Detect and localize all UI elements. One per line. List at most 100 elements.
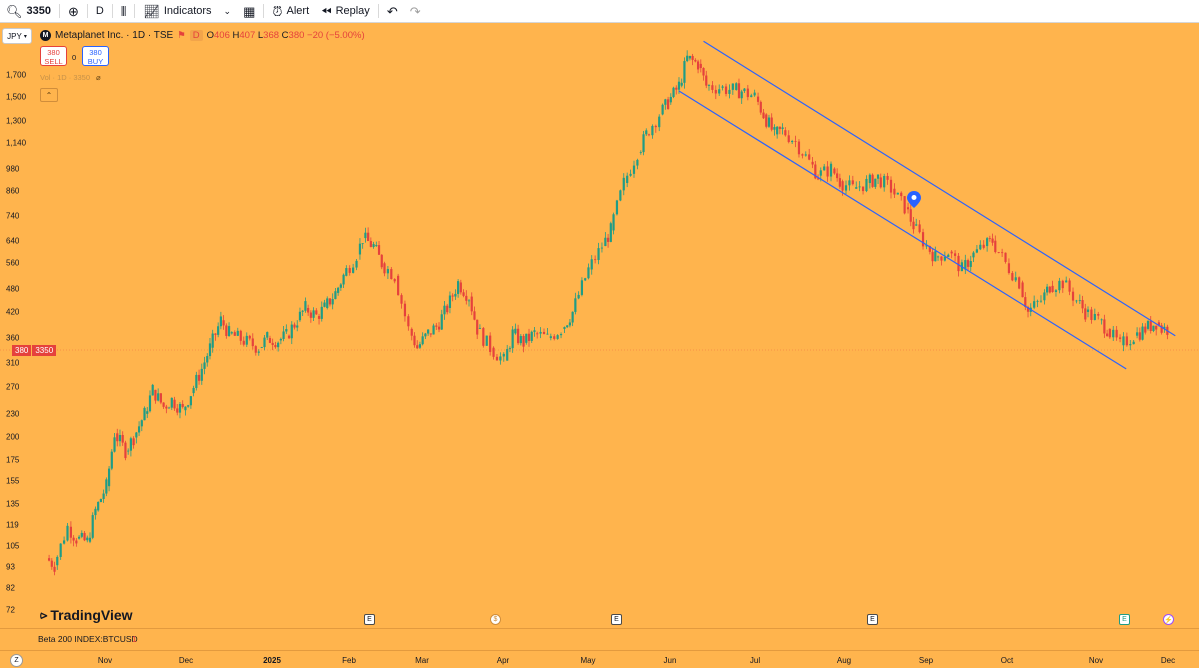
price-tick-label: 135 xyxy=(6,499,20,509)
rewind-icon: ⏪︎ xyxy=(321,3,332,19)
candle-body xyxy=(293,324,296,328)
time-tick-label: Dec xyxy=(1160,656,1176,665)
price-tick-label: 1,140 xyxy=(6,138,27,148)
divider xyxy=(134,4,136,18)
candle-body xyxy=(936,256,940,258)
candle-body xyxy=(1048,286,1051,293)
channel-line[interactable] xyxy=(703,40,1176,337)
candle-body xyxy=(390,269,393,280)
candle-body xyxy=(236,330,239,336)
compare-button[interactable]: ⊕ xyxy=(62,0,85,23)
earnings-event-icon[interactable]: E xyxy=(611,614,622,625)
dividend-event-icon[interactable]: $ xyxy=(490,614,501,625)
candle-body xyxy=(677,81,681,90)
earnings-event-icon[interactable]: E xyxy=(1119,614,1130,625)
candle-body xyxy=(539,331,542,334)
candle-body xyxy=(184,406,187,411)
last-price-symbol: 3350 xyxy=(32,345,57,356)
buy-button[interactable]: 380 BUY xyxy=(82,46,109,66)
price-tick-label: 640 xyxy=(6,236,20,246)
candle-body xyxy=(886,175,889,180)
candle-body xyxy=(1093,313,1096,320)
candle-body xyxy=(889,179,893,193)
candle-body xyxy=(903,196,906,214)
symbol-search[interactable]: 🔍︎ 3350 xyxy=(0,0,57,23)
currency-selector[interactable]: JPY ▾ xyxy=(2,28,32,44)
interval-button[interactable]: D xyxy=(90,0,110,23)
candle-body xyxy=(808,154,811,160)
replay-button[interactable]: ⏪︎ Replay xyxy=(315,0,376,23)
candle-body xyxy=(225,325,228,336)
candle-body xyxy=(928,246,931,252)
sell-button[interactable]: 380 SELL xyxy=(40,46,67,66)
candle-body xyxy=(337,287,340,293)
grid-icon: ▦ xyxy=(243,3,256,19)
earnings-event-icon[interactable]: E xyxy=(867,614,878,625)
candle-body xyxy=(383,263,386,274)
candle-body xyxy=(661,104,664,115)
candle-body xyxy=(797,141,801,155)
indicators-menu-button[interactable]: ⌄ xyxy=(218,0,238,23)
lightning-event-icon[interactable]: ⚡ xyxy=(1163,614,1174,625)
redo-button[interactable]: ↷ xyxy=(404,0,427,23)
candle-body xyxy=(1014,277,1017,281)
channel-line[interactable] xyxy=(678,90,1127,370)
top-toolbar: 🔍︎ 3350 ⊕ D ⫴ 📈︎ Indicators ⌄ ▦ ⏰︎ Alert… xyxy=(0,0,1199,23)
time-tick-label: Jun xyxy=(663,656,677,665)
layouts-button[interactable]: ▦ xyxy=(237,0,261,23)
candle-body xyxy=(214,333,217,335)
candle-body xyxy=(883,175,886,188)
chart-type-button[interactable]: ⫴ xyxy=(115,0,132,23)
candle-body xyxy=(571,311,574,323)
price-tick-label: 119 xyxy=(6,520,19,530)
auto-scale-button[interactable]: Z xyxy=(10,654,23,667)
candle-body xyxy=(309,312,312,318)
candle-body xyxy=(931,251,934,262)
candle-body xyxy=(400,295,403,304)
candle-body xyxy=(816,178,820,180)
candle-body xyxy=(170,397,173,408)
undo-button[interactable]: ↶ xyxy=(381,0,404,23)
price-chart[interactable] xyxy=(0,24,1199,628)
candle-body xyxy=(457,281,460,294)
candle-body xyxy=(146,411,149,414)
candle-body xyxy=(696,61,700,70)
collapse-legend-button[interactable]: ⌃ xyxy=(40,88,58,102)
candle-body xyxy=(666,99,670,110)
candle-body xyxy=(688,55,691,59)
time-tick-label: Jul xyxy=(749,656,761,665)
alert-button[interactable]: ⏰︎ Alert xyxy=(266,0,315,23)
location-marker-icon[interactable] xyxy=(907,191,921,208)
candle-body xyxy=(187,405,190,407)
candle-body xyxy=(239,330,242,341)
beta-indicator-panel[interactable] xyxy=(0,628,1199,651)
candle-body xyxy=(88,537,92,542)
candle-body xyxy=(606,237,610,242)
candle-body xyxy=(1068,280,1071,292)
divider xyxy=(86,4,88,18)
candle-body xyxy=(1106,333,1109,337)
candle-body xyxy=(86,537,89,541)
time-axis[interactable] xyxy=(0,650,1199,668)
candle-body xyxy=(393,279,396,282)
candle-body xyxy=(566,325,569,328)
chevron-up-icon: ⌃ xyxy=(45,90,53,100)
candle-body xyxy=(242,340,245,345)
tradingview-logo[interactable]: ⪧ TradingView xyxy=(40,607,133,623)
candle-body xyxy=(714,89,717,94)
candle-body xyxy=(994,240,997,253)
candle-body xyxy=(323,302,326,307)
time-tick-label: 2025 xyxy=(263,656,281,665)
candle-body xyxy=(950,251,953,254)
hidden-indicator[interactable]: Vol · 1D · 3350 ⌀ xyxy=(40,73,101,82)
candle-body xyxy=(664,99,667,105)
candle-body xyxy=(1112,329,1115,338)
candle-body xyxy=(811,161,814,165)
candle-body xyxy=(489,335,492,352)
earnings-event-icon[interactable]: E xyxy=(364,614,375,625)
eye-off-icon[interactable]: ⌀ xyxy=(96,73,101,82)
indicators-button[interactable]: 📈︎ Indicators xyxy=(137,0,217,23)
candle-body xyxy=(986,238,989,247)
price-tick-label: 72 xyxy=(6,605,15,615)
symbol-title[interactable]: Metaplanet Inc. · 1D · TSE xyxy=(55,29,174,41)
